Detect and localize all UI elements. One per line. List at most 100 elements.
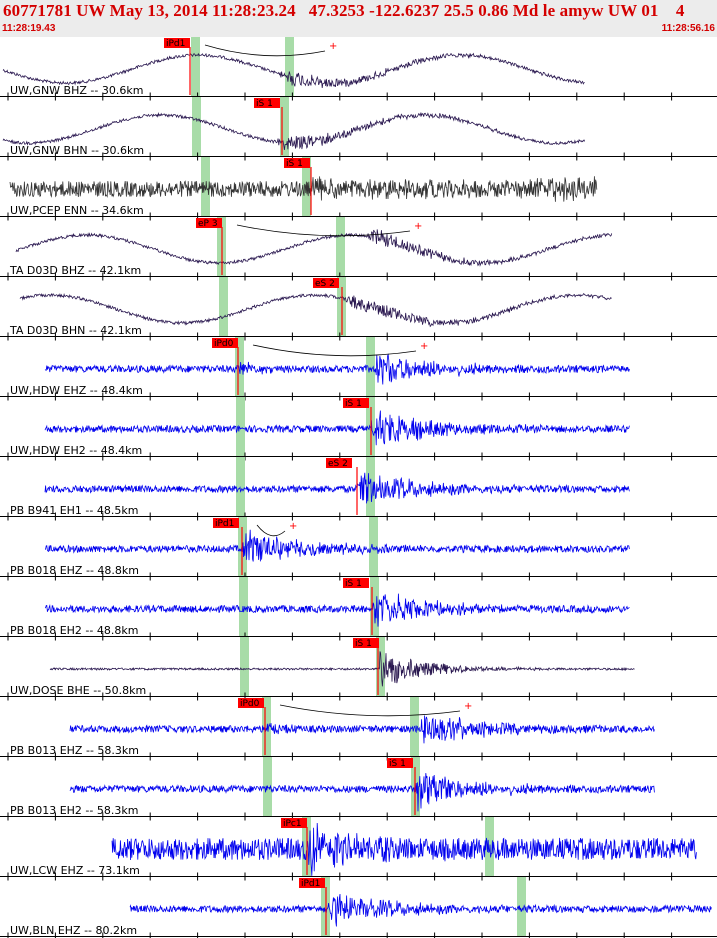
station-label: UW,HDW EHZ -- 48.4km — [10, 384, 143, 397]
pick-label: iPd1 — [301, 879, 320, 889]
waveform — [111, 822, 697, 876]
s-window-band — [517, 877, 526, 937]
trace-row[interactable]: iS 1 PB B013 EH2 -- 58.3km — [0, 757, 717, 821]
pick-label: iS 1 — [389, 759, 406, 769]
pick-label-box[interactable] — [343, 578, 369, 588]
pick-label: iS 1 — [256, 99, 273, 109]
station-label: PB B941 EH1 -- 48.5km — [10, 504, 138, 517]
p-window-band — [235, 337, 244, 397]
pick-label: eS 2 — [328, 459, 348, 469]
pick-label: iS 1 — [345, 579, 362, 589]
pick-label-box[interactable] — [212, 338, 238, 348]
coda-curve — [279, 704, 461, 717]
waveform — [69, 773, 655, 812]
pick-label: eP 3 — [198, 219, 218, 229]
coda-curve — [236, 224, 411, 237]
pick-label: iS 1 — [355, 639, 372, 649]
waveform — [9, 176, 598, 202]
pick-label-box[interactable] — [284, 158, 310, 168]
waveform — [15, 229, 613, 267]
waveform — [49, 651, 635, 687]
station-label: TA D03D BHZ -- 42.1km — [9, 264, 141, 277]
pick-label-box[interactable] — [164, 38, 190, 48]
station-label: UW,GNW BHZ -- 30.6km — [10, 84, 143, 97]
station-label: UW,DOSE BHE -- 50.8km — [10, 684, 146, 697]
waveform — [2, 52, 585, 89]
s-window-band — [370, 577, 379, 637]
waveform — [19, 292, 612, 328]
station-label: PB B018 EHZ -- 48.8km — [10, 564, 139, 577]
pick-label-box[interactable] — [254, 98, 280, 108]
trace-row[interactable]: iPc1 UW,LCW EHZ -- 73.1km — [0, 817, 717, 881]
coda-marker: + — [329, 41, 337, 52]
pick-label-box[interactable] — [213, 518, 239, 528]
p-window-band — [236, 457, 245, 517]
s-window-band — [336, 217, 345, 277]
pick-label: iS 1 — [345, 399, 362, 409]
waveform — [44, 472, 630, 504]
station-label: PB B018 EH2 -- 48.8km — [10, 624, 138, 637]
waveform — [69, 715, 655, 744]
trace-row[interactable]: iS 1 UW,PCEP ENN -- 34.6km — [0, 157, 717, 221]
pick-label-box[interactable] — [387, 758, 413, 768]
pick-label-box[interactable] — [313, 278, 339, 288]
trace-row[interactable]: iS 1 UW,DOSE BHE -- 50.8km — [0, 637, 717, 701]
station-label: UW,GNW BHN -- 30.6km — [10, 144, 144, 157]
p-window-band — [236, 397, 245, 457]
s-window-band — [285, 37, 294, 97]
trace-row[interactable]: eS 2 TA D03D BHN -- 42.1km — [0, 277, 717, 341]
s-window-band — [369, 517, 378, 577]
p-window-band — [262, 697, 271, 757]
station-label: UW,LCW EHZ -- 73.1km — [10, 864, 140, 877]
coda-curve — [204, 44, 326, 57]
trace-row[interactable]: iS 1 UW,HDW EH2 -- 48.4km — [0, 397, 717, 461]
trace-row[interactable]: eP 3 + TA D03D BHZ -- 42.1km — [0, 217, 717, 281]
pick-label: eS 2 — [315, 279, 335, 289]
station-label: UW,PCEP ENN -- 34.6km — [10, 204, 144, 217]
waveform — [44, 353, 630, 385]
time-end-label: 11:28:56.16 — [661, 23, 715, 34]
p-window-band — [219, 277, 228, 337]
station-label: UW,HDW EH2 -- 48.4km — [10, 444, 142, 457]
pick-label: iPc1 — [283, 819, 302, 829]
trace-row[interactable]: iS 1 UW,GNW BHN -- 30.6km — [0, 97, 717, 161]
coda-marker: + — [414, 221, 422, 232]
trace-row[interactable]: iPd1 + PB B018 EHZ -- 48.8km — [0, 517, 717, 581]
s-window-band — [366, 337, 375, 397]
pick-label: iPd1 — [215, 519, 234, 529]
pick-label-box[interactable] — [299, 878, 325, 888]
pick-label-box[interactable] — [281, 818, 307, 828]
pick-label-box[interactable] — [196, 218, 222, 228]
coda-marker: + — [289, 521, 297, 532]
pick-label: iS 1 — [286, 159, 303, 169]
coda-marker: + — [464, 701, 472, 712]
coda-curve — [252, 344, 417, 357]
station-label: PB B013 EH2 -- 58.3km — [10, 804, 138, 817]
trace-row[interactable]: iPd0 + PB B013 EHZ -- 58.3km — [0, 697, 717, 761]
p-window-band — [192, 97, 201, 157]
pick-label-box[interactable] — [353, 638, 379, 648]
pick-label-box[interactable] — [238, 698, 264, 708]
waveform — [44, 593, 630, 627]
pick-label: iPd0 — [214, 339, 234, 349]
s-window-band — [376, 637, 385, 697]
event-title: 60771781 UW May 13, 2014 11:28:23.24 47.… — [3, 1, 685, 20]
waveform — [45, 529, 630, 562]
trace-row[interactable]: iPd0 + UW,HDW EHZ -- 48.4km — [0, 337, 717, 401]
waveform — [2, 111, 586, 151]
trace-row[interactable]: iS 1 PB B018 EH2 -- 48.8km — [0, 577, 717, 641]
pick-label-box[interactable] — [343, 398, 369, 408]
waveform — [129, 893, 712, 927]
coda-curve — [256, 524, 286, 537]
p-window-band — [240, 637, 249, 697]
trace-row[interactable]: iPd1 + UW,GNW BHZ -- 30.6km — [0, 37, 717, 101]
station-label: UW,BLN EHZ -- 80.2km — [10, 924, 137, 937]
s-window-band — [280, 97, 289, 157]
pick-label: iPd1 — [166, 39, 185, 49]
coda-marker: + — [420, 341, 428, 352]
waveform — [44, 410, 630, 446]
trace-row[interactable]: eS 2 PB B941 EH1 -- 48.5km — [0, 457, 717, 521]
trace-row[interactable]: iPd1 UW,BLN EHZ -- 80.2km — [0, 877, 717, 938]
pick-label-box[interactable] — [326, 458, 352, 468]
